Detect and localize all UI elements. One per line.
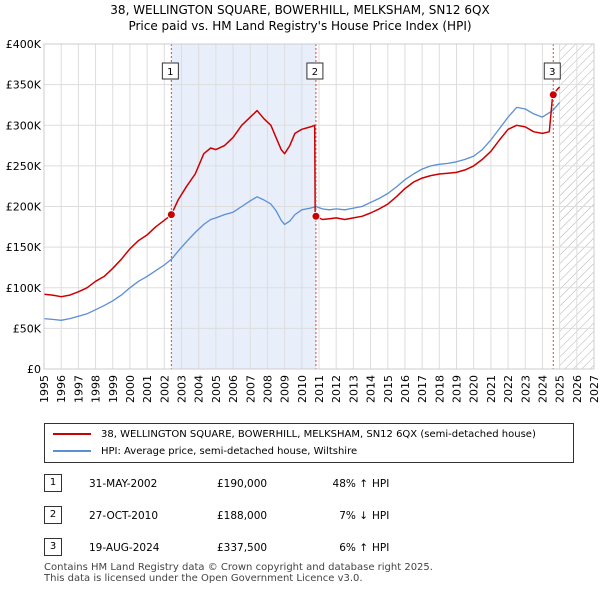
x-tick-label: 2001 xyxy=(141,375,154,403)
transaction-hpi-label: HPI xyxy=(372,542,390,554)
x-tick-label: 2022 xyxy=(502,375,515,403)
transaction-price: £337,500 xyxy=(217,542,268,554)
x-tick-label: 2018 xyxy=(433,375,446,403)
y-tick-label: £100K xyxy=(6,282,42,295)
legend-swatch-red xyxy=(53,433,91,435)
y-tick-label: £400K xyxy=(6,38,42,51)
x-tick-label: 2016 xyxy=(399,375,412,403)
x-tick-label: 2009 xyxy=(279,375,292,403)
x-tick-label: 2006 xyxy=(227,375,240,403)
legend-label-hpi: HPI: Average price, semi-detached house,… xyxy=(101,446,358,457)
x-tick-label: 2004 xyxy=(193,375,206,403)
x-tick-label: 2027 xyxy=(588,375,600,403)
property-price-line xyxy=(43,86,561,298)
plot-border xyxy=(43,43,595,370)
transaction-hpi-change: 6% ↑ xyxy=(339,542,368,554)
transaction-row: 3 19-AUG-2024 £337,500 6% ↑ HPI xyxy=(44,538,574,556)
transaction-number: 3 xyxy=(44,538,62,556)
footer-licence: This data is licensed under the Open Gov… xyxy=(44,573,363,584)
x-tick-label: 2003 xyxy=(176,375,189,403)
x-tick-label: 2011 xyxy=(313,375,326,403)
x-tick-label: 2021 xyxy=(485,375,498,403)
x-tick-label: 2015 xyxy=(382,375,395,403)
transaction-date: 19-AUG-2024 xyxy=(89,542,160,554)
transaction-hpi-change: 48% ↑ xyxy=(332,478,368,490)
sale-number-box xyxy=(543,62,561,80)
y-tick-label: £300K xyxy=(6,119,42,132)
sale-number-label: 2 xyxy=(312,67,318,78)
transaction-number: 1 xyxy=(44,474,62,492)
x-tick-label: 2007 xyxy=(244,375,257,403)
chart-legend: 38, WELLINGTON SQUARE, BOWERHILL, MELKSH… xyxy=(44,423,574,463)
x-tick-label: 1996 xyxy=(55,375,68,403)
y-tick-label: £350K xyxy=(6,79,42,92)
legend-swatch-blue xyxy=(53,450,91,452)
x-tick-label: 2000 xyxy=(124,375,137,403)
sale-point xyxy=(311,211,321,221)
x-tick-label: 2014 xyxy=(365,375,378,403)
x-tick-label: 2012 xyxy=(330,375,343,403)
x-tick-label: 1998 xyxy=(90,375,103,403)
transaction-row: 2 27-OCT-2010 £188,000 7% ↓ HPI xyxy=(44,506,574,524)
transaction-number: 2 xyxy=(44,506,62,524)
transaction-hpi-label: HPI xyxy=(372,478,390,490)
y-tick-label: £50K xyxy=(13,322,42,335)
transaction-row: 1 31-MAY-2002 £190,000 48% ↑ HPI xyxy=(44,474,574,492)
legend-entry-hpi: HPI: Average price, semi-detached house,… xyxy=(53,444,357,460)
chart-title-address: 38, WELLINGTON SQUARE, BOWERHILL, MELKSH… xyxy=(110,3,490,17)
transaction-hpi-change: 7% ↓ xyxy=(339,510,368,522)
legend-entry-property: 38, WELLINGTON SQUARE, BOWERHILL, MELKSH… xyxy=(53,427,536,443)
x-tick-label: 1995 xyxy=(38,375,51,403)
transaction-date: 31-MAY-2002 xyxy=(89,478,158,490)
sale-number-box xyxy=(306,62,324,80)
y-tick-label: £250K xyxy=(6,160,42,173)
transaction-date: 27-OCT-2010 xyxy=(89,510,158,522)
x-tick-label: 2023 xyxy=(519,375,532,403)
x-tick-label: 2013 xyxy=(347,375,360,403)
footer-copyright: Contains HM Land Registry data © Crown c… xyxy=(44,562,433,573)
x-tick-label: 2005 xyxy=(210,375,223,403)
legend-label-property: 38, WELLINGTON SQUARE, BOWERHILL, MELKSH… xyxy=(101,429,536,440)
x-tick-label: 2008 xyxy=(261,375,274,403)
sale-number-label: 1 xyxy=(167,67,173,78)
transaction-price: £190,000 xyxy=(217,478,268,490)
x-tick-label: 2002 xyxy=(158,375,171,403)
transaction-hpi-label: HPI xyxy=(372,510,390,522)
x-tick-label: 2024 xyxy=(536,375,549,403)
x-tick-label: 2010 xyxy=(296,375,309,403)
x-tick-label: 2020 xyxy=(468,375,481,403)
y-tick-label: £200K xyxy=(6,201,42,214)
chart-subtitle: Price paid vs. HM Land Registry's House … xyxy=(128,19,472,33)
y-tick-label: £150K xyxy=(6,241,42,254)
price-chart: 1 2 3 1995 1996 1997 1998 1999 2000 2001 2002 2003… xyxy=(6,38,600,403)
x-tick-label: 1997 xyxy=(72,375,85,403)
y-tick-label: £0 xyxy=(27,363,41,376)
x-tick-label: 2026 xyxy=(571,375,584,403)
sale-number-label: 3 xyxy=(549,67,555,78)
sale-number-box xyxy=(161,62,179,80)
transaction-price: £188,000 xyxy=(217,510,268,522)
x-tick-label: 2025 xyxy=(554,375,567,403)
x-tick-label: 2017 xyxy=(416,375,429,403)
x-tick-label: 1999 xyxy=(107,375,120,403)
x-tick-label: 2019 xyxy=(451,375,464,403)
sale-point xyxy=(166,210,176,220)
hpi-line xyxy=(43,102,561,321)
sale-point xyxy=(548,90,558,100)
